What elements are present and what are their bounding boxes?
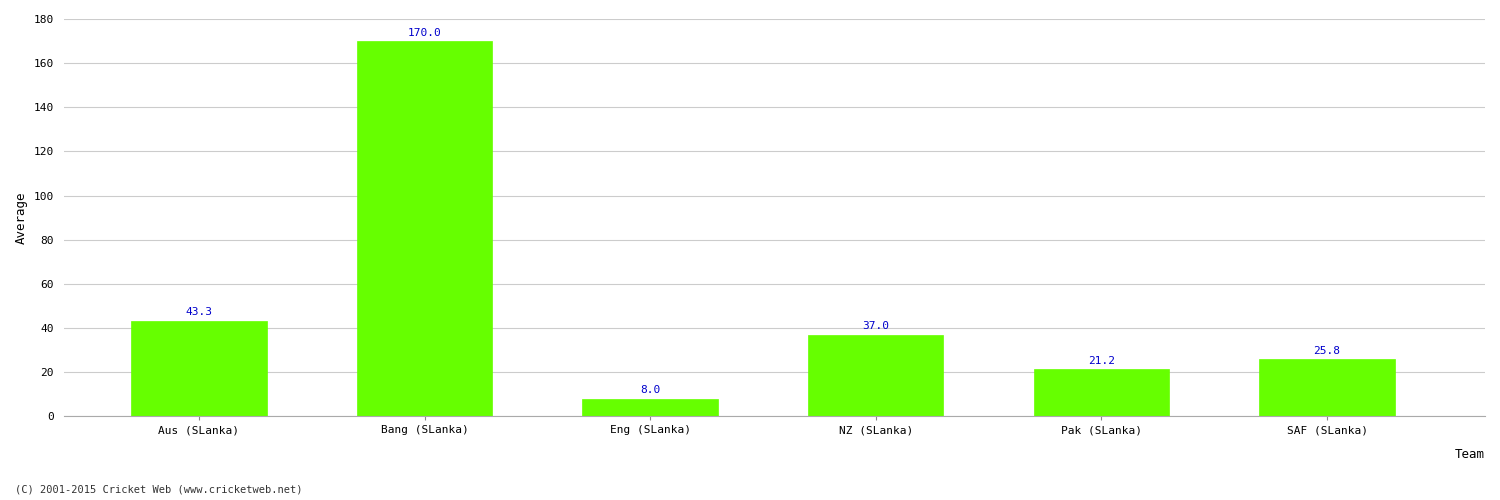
Text: (C) 2001-2015 Cricket Web (www.cricketweb.net): (C) 2001-2015 Cricket Web (www.cricketwe… xyxy=(15,485,303,495)
Text: 25.8: 25.8 xyxy=(1314,346,1341,356)
Y-axis label: Average: Average xyxy=(15,192,28,244)
Text: 170.0: 170.0 xyxy=(408,28,441,38)
Text: 21.2: 21.2 xyxy=(1088,356,1114,366)
Bar xyxy=(582,398,718,416)
Text: 43.3: 43.3 xyxy=(186,308,213,318)
Text: 8.0: 8.0 xyxy=(640,385,660,395)
Text: Team: Team xyxy=(1455,448,1485,461)
Bar xyxy=(357,41,492,416)
Bar xyxy=(130,320,267,416)
Bar xyxy=(1260,360,1395,416)
Text: 37.0: 37.0 xyxy=(862,321,889,331)
Bar xyxy=(808,334,944,416)
Bar xyxy=(1034,370,1168,416)
